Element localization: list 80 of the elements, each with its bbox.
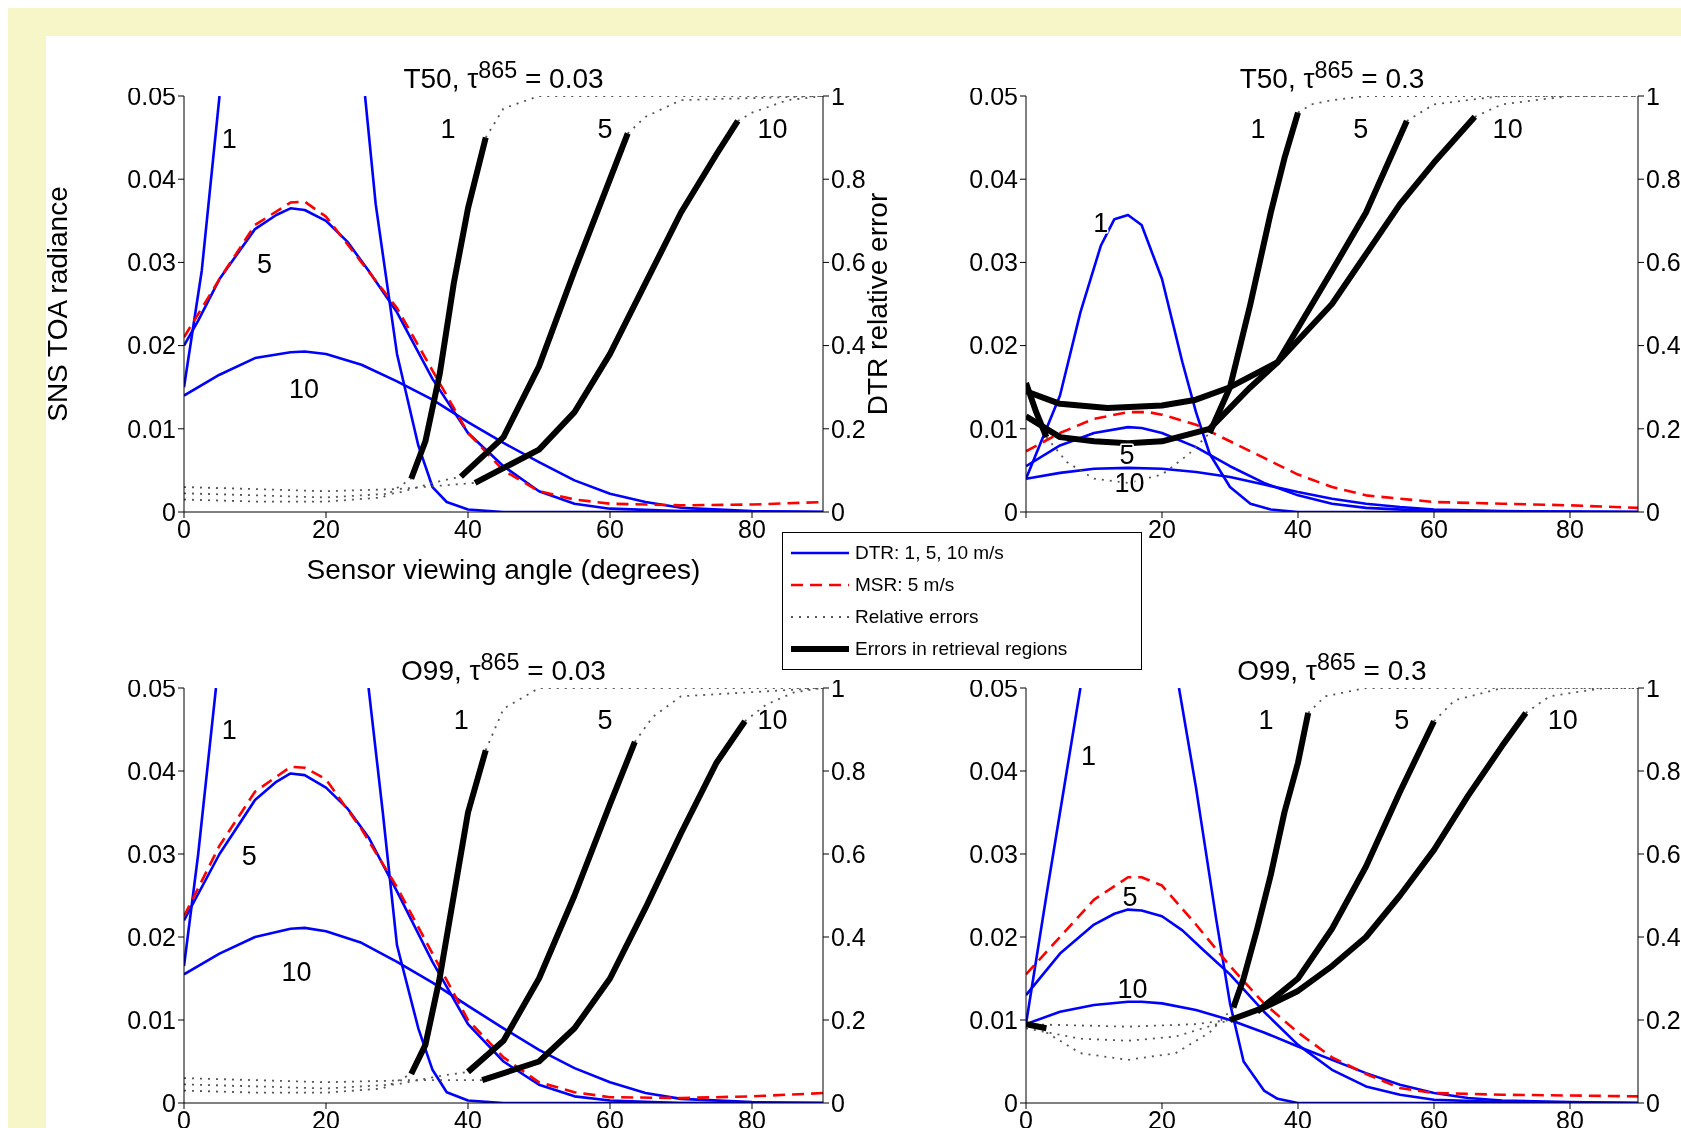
annotation: 5 [1122, 882, 1138, 913]
y2-tick-label: 1 [831, 673, 845, 702]
legend-label: Errors in retrieval regions [855, 638, 1068, 660]
annotation: 1 [1080, 741, 1096, 772]
x-axis-title: Sensor viewing angle (degrees) [305, 554, 702, 586]
annotation: 10 [757, 705, 788, 736]
annotation: 1 [221, 714, 237, 745]
y-tick-label: 0.05 [969, 81, 1018, 110]
annotation: 10 [1114, 467, 1145, 498]
x-tick-label: 40 [454, 514, 482, 543]
annotation: 5 [241, 840, 257, 871]
y-tick-label: 0.04 [127, 756, 177, 785]
x-tick-label: 80 [1556, 514, 1584, 543]
y2-tick-label: 0.6 [831, 839, 866, 868]
annotation: 1 [1258, 704, 1274, 735]
annotation: 1 [453, 705, 469, 736]
annotation: 1 [440, 114, 456, 145]
x-tick-label: 40 [1284, 514, 1312, 543]
y2-tick-label: 0.8 [1646, 756, 1681, 785]
annotation: 10 [1117, 974, 1148, 1005]
annotation: 10 [289, 373, 320, 404]
chart-title: T50, τ$^{865}$ = 0.3 [1238, 56, 1426, 95]
chart-title: O99, τ$^{865}$ = 0.03 [400, 648, 607, 687]
y-axis-title: SNS TOA radiance [42, 186, 74, 422]
y2-tick-label: 0.6 [1646, 839, 1681, 868]
y2-tick-label: 0.6 [831, 248, 866, 277]
y2-tick-label: 0.8 [831, 165, 866, 194]
annotation: 5 [597, 114, 613, 145]
y2-tick-label: 0.6 [1646, 248, 1681, 277]
chart-title: T50, τ$^{865}$ = 0.03 [402, 56, 605, 95]
legend-label: DTR: 1, 5, 10 m/s [855, 542, 1004, 564]
x-tick-label: 60 [596, 514, 624, 543]
y-tick-label: 0.03 [127, 839, 176, 868]
y2-tick-label: 1 [1646, 81, 1660, 110]
y-tick-label: 0.05 [969, 673, 1018, 702]
y-tick-label: 0.05 [127, 673, 176, 702]
annotation: 10 [281, 956, 312, 987]
y2-tick-label: 0.4 [831, 922, 866, 951]
y-tick-label: 0.05 [127, 81, 176, 110]
y-tick-label: 0.01 [127, 1005, 176, 1034]
y-tick-label: 0.04 [969, 756, 1019, 785]
x-tick-label: 20 [1148, 514, 1176, 543]
annotation: 5 [1394, 704, 1410, 735]
y2-tick-label: 0.8 [1646, 165, 1681, 194]
legend-label: Relative errors [855, 606, 979, 628]
chart-title: O99, τ$^{865}$ = 0.3 [1237, 649, 1427, 687]
y-tick-label: 0.02 [127, 331, 176, 360]
annotation: 1 [221, 124, 237, 155]
y-tick-label: 0.01 [127, 414, 176, 443]
y2-tick-label: 1 [831, 81, 845, 110]
y-tick-label: 0.02 [127, 922, 176, 951]
legend-label: MSR: 5 m/s [855, 574, 955, 596]
annotation: 5 [1353, 114, 1369, 145]
x-tick-label: 20 [312, 514, 340, 543]
annotation: 5 [597, 705, 613, 736]
x-tick-label: 60 [1420, 514, 1448, 543]
y-tick-label: 0.03 [969, 839, 1018, 868]
x-tick-label: 80 [738, 514, 766, 543]
y-tick-label: 0.01 [969, 414, 1018, 443]
y2-tick-label: 1 [1646, 673, 1660, 702]
y-tick-label: 0.02 [969, 331, 1018, 360]
y-tick-label: 0.03 [969, 248, 1018, 277]
y-tick-label: 0.01 [969, 1005, 1018, 1034]
y2-tick-label: 0.2 [1646, 1005, 1681, 1034]
y2-tick-label: 0.4 [1646, 922, 1681, 951]
annotation: 5 [257, 249, 273, 280]
annotation: 10 [1492, 114, 1523, 145]
annotation: 10 [1547, 704, 1578, 735]
annotation: 1 [1250, 114, 1266, 145]
y2-tick-label: 0.4 [1646, 331, 1681, 360]
y2-tick-label: 0.8 [831, 756, 866, 785]
y-tick-label: 0.02 [969, 922, 1018, 951]
y-tick-label: 0.03 [127, 248, 176, 277]
y-tick-label: 0.04 [127, 165, 177, 194]
annotation: 10 [757, 114, 788, 145]
y2-tick-label: 0.2 [831, 414, 866, 443]
y-tick-label: 0.04 [969, 165, 1019, 194]
y2-tick-label: 0.2 [1646, 414, 1681, 443]
annotation: 1 [1093, 208, 1109, 239]
y2-tick-label: 0.2 [831, 1005, 866, 1034]
